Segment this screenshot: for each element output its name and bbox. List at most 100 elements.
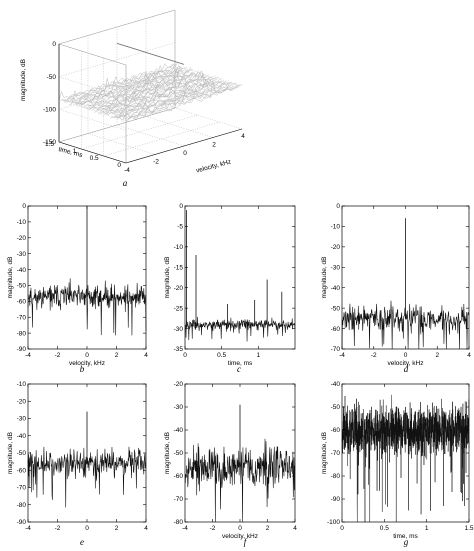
y-tick-label: -20	[331, 244, 341, 251]
y-tick-label: -40	[17, 433, 27, 440]
y-tick-label: -80	[17, 330, 27, 337]
x-tick-label: 0	[340, 525, 344, 532]
panel-label: g	[404, 537, 409, 547]
y-axis-label: magnitude, dB	[7, 257, 14, 299]
panel-label: a	[123, 178, 128, 188]
y-tick-label: -10	[17, 219, 27, 226]
y-tick-label: -90	[331, 496, 341, 503]
y-tick-label: -35	[174, 346, 184, 353]
y-tick-label: -60	[174, 473, 184, 480]
y-axis-line	[58, 141, 127, 164]
y-tick-label: -30	[174, 404, 184, 411]
x-tick-label: 2	[115, 525, 119, 532]
y-tick-label: 0	[117, 162, 121, 169]
panel-label: c	[237, 364, 241, 374]
x-tick-label: 4	[144, 352, 148, 359]
y-tick-label: 0	[336, 203, 340, 210]
x-tick-label: 0	[238, 525, 242, 532]
panel-label: e	[80, 537, 84, 547]
x-tick-label: 2	[212, 142, 216, 149]
panel-b: -4 -2 0 2 40-10-20-30-40-50-60-70-80-90veloc…	[7, 203, 148, 374]
y-tick-label: -50	[331, 404, 341, 411]
y-tick-label: -60	[17, 299, 27, 306]
y-tick-label: -70	[331, 450, 341, 457]
y-tick-label: -10	[174, 244, 184, 251]
y-tick-label: -90	[17, 346, 27, 353]
x-axis-label: time, ms	[393, 533, 418, 540]
y-tick-label: -40	[331, 381, 341, 388]
y-tick-label: -30	[331, 264, 341, 271]
x-tick-label: -4	[25, 352, 31, 359]
z-tick-label: -150	[43, 139, 56, 146]
plot-frame	[184, 205, 296, 350]
x-tick-label: 2	[266, 525, 270, 532]
y-axis-label: time, ms	[58, 146, 84, 159]
y-axis-label: magnitude, dB	[321, 432, 328, 474]
x-tick-label: 4	[293, 525, 297, 532]
panel-label: f	[244, 537, 248, 547]
y-tick-label: -10	[331, 224, 341, 231]
peak-ridge	[116, 42, 185, 65]
panel-label: b	[80, 364, 85, 374]
x-tick-label: 1.5	[464, 525, 473, 532]
y-tick-label: -80	[174, 519, 184, 526]
x-tick-label: -4	[25, 525, 31, 532]
panel-e: -4 -2 0 2 4-10-20-30-40-50-60-70-80-90magnit…	[7, 381, 148, 547]
x-tick-label: -2	[55, 352, 61, 359]
y-tick-label: -30	[174, 326, 184, 333]
x-axis-label: velocity, kHz	[195, 159, 232, 175]
panel-c: 0 0.5 1 0 -5 -10 -15 -20 -25 -30 -35 time, ms magnit…	[164, 203, 296, 374]
x-axis-label: velocity, kHz	[388, 360, 424, 367]
x-tick-label: -4	[182, 525, 188, 532]
y-tick-label: -80	[17, 502, 27, 509]
y-tick-label: -30	[17, 416, 27, 423]
x-axis-line	[125, 128, 243, 164]
y-tick-label: -20	[174, 285, 184, 292]
x-tick-label: -2	[210, 525, 216, 532]
series-trace	[27, 446, 147, 508]
y-tick-label: 0	[179, 203, 183, 210]
x-tick-label: -4	[339, 352, 345, 359]
y-tick-label: -40	[331, 285, 341, 292]
y-tick-label: -70	[331, 346, 341, 353]
x-tick-label: 0.5	[217, 352, 226, 359]
series-trace	[341, 394, 470, 523]
y-tick-label: -20	[174, 381, 184, 388]
z-axis-label: magnitude, dB	[20, 59, 27, 101]
x-tick-label: -2	[371, 352, 377, 359]
y-tick-label: -20	[17, 398, 27, 405]
y-tick-label: -100	[327, 519, 340, 526]
x-tick-label: 2	[115, 352, 119, 359]
y-tick-label: -60	[331, 326, 341, 333]
x-tick-label: 4	[144, 525, 148, 532]
y-axis-label: magnitude, dB	[164, 432, 171, 474]
y-tick-label: -60	[331, 427, 341, 434]
x-tick-label: 0.5	[380, 525, 389, 532]
x-tick-label: 1	[425, 525, 429, 532]
y-tick-label: -50	[17, 450, 27, 457]
x-tick-label: 4	[241, 133, 245, 140]
y-axis-label: magnitude, dB	[321, 257, 328, 299]
y-tick-label: -10	[17, 381, 27, 388]
x-tick-label: 0	[85, 352, 89, 359]
series-trace	[184, 316, 296, 342]
x-tick-label: -4	[124, 167, 130, 174]
x-tick-label: 2	[435, 352, 439, 359]
x-axis-label: velocity, kHz	[69, 360, 105, 367]
y-tick-label: 0	[22, 203, 26, 210]
y-tick-label: -25	[174, 305, 184, 312]
x-tick-label: 0	[183, 150, 187, 157]
y-tick-label: 1	[73, 148, 77, 155]
x-axis-label: velocity, kHz	[222, 533, 258, 540]
z-tick-label: 0	[52, 41, 56, 48]
z-tick-label: -50	[47, 74, 57, 81]
y-tick-label: -70	[17, 314, 27, 321]
x-tick-label: -2	[55, 525, 61, 532]
y-tick-label: -50	[331, 305, 341, 312]
y-tick-label: -40	[17, 267, 27, 274]
panel-label: d	[404, 364, 409, 374]
x-tick-label: 1	[257, 352, 261, 359]
